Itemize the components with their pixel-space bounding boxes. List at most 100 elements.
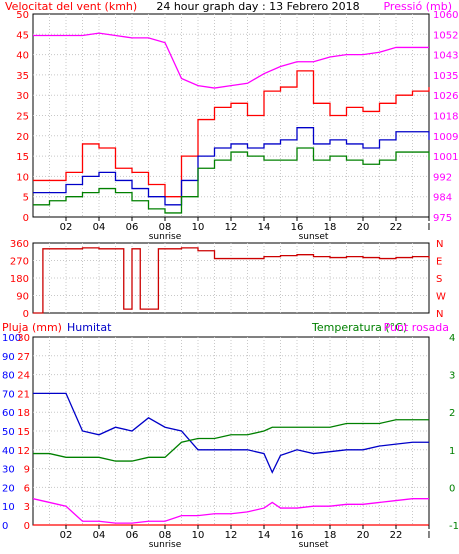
x-tick-label: I	[428, 222, 431, 233]
pressure-y-tick-label: 1026	[433, 91, 458, 102]
x-tick-label: 08	[159, 222, 172, 233]
pressure-y-tick-label: 992	[433, 172, 452, 183]
direction-y-tick-label: 90	[16, 292, 29, 303]
direction-y-tick-label: 180	[10, 274, 29, 285]
humidity-y-tick-label: 70	[2, 389, 15, 400]
direction-y-tick-label: 0	[23, 309, 29, 320]
wind_speed-series	[33, 70, 430, 198]
temperature-series	[33, 419, 429, 462]
cardinal-label: E	[436, 257, 442, 268]
x-tick-label: 14	[258, 530, 271, 541]
wind-y-tick-label: 20	[16, 132, 29, 143]
humidity-y-tick-label: 0	[2, 521, 8, 532]
wind-direction-series	[33, 247, 430, 314]
pressure-y-tick-label: 984	[433, 193, 452, 204]
x-tick-label: 12	[225, 222, 238, 233]
direction-y-tick-label: 270	[10, 257, 29, 268]
wind-y-tick-label: 30	[16, 91, 29, 102]
cardinal-label: W	[436, 292, 446, 303]
wind-axis-label: Velocitat del vent (kmh)	[5, 0, 137, 13]
sunset-label: sunset	[299, 232, 329, 242]
wind-y-tick-label: 40	[16, 51, 29, 62]
humidity-y-tick-label: 80	[2, 371, 15, 382]
rain-y-tick-label: 24	[17, 371, 30, 382]
wind-y-tick-label: 35	[16, 71, 29, 82]
humidity-y-tick-label: 60	[2, 408, 15, 419]
dewpoint-series	[32, 498, 429, 524]
x-tick-label: 18	[324, 530, 337, 541]
x-tick-label: 22	[390, 530, 403, 541]
pressure-y-tick-label: 975	[433, 213, 452, 224]
humidity-series	[33, 392, 429, 474]
temperature-y-tick-label: 1	[449, 446, 455, 457]
rain-y-tick-label: 3	[24, 502, 30, 513]
wind-y-tick-label: 25	[16, 112, 29, 123]
x-tick-label: 20	[357, 530, 370, 541]
rain-y-tick-label: 27	[17, 352, 30, 363]
humidity-y-tick-label: 100	[2, 333, 21, 344]
x-tick-label: 12	[225, 530, 238, 541]
wind_low-series	[33, 147, 430, 214]
wind_avg-series	[33, 127, 430, 206]
x-tick-label: 14	[258, 222, 271, 233]
x-tick-label: I	[428, 530, 431, 541]
wind-y-tick-label: 50	[16, 10, 29, 21]
direction-y-tick-label: 360	[10, 239, 29, 250]
sunrise-label: sunrise	[149, 540, 182, 550]
x-tick-label: 18	[324, 222, 337, 233]
humidity-y-tick-label: 50	[2, 427, 15, 438]
wind-y-tick-label: 5	[23, 193, 29, 204]
x-tick-label: 06	[126, 530, 139, 541]
temperature-y-tick-label: 2	[449, 408, 455, 419]
x-tick-label: 16	[291, 530, 304, 541]
dewpoint-axis-label: Punt rosada	[384, 321, 449, 334]
rain-y-tick-label: 30	[17, 333, 30, 344]
pressure-y-tick-label: 1035	[433, 71, 458, 82]
humidity-y-tick-label: 20	[2, 483, 15, 494]
temperature-y-tick-label: 4	[449, 333, 455, 344]
temperature-y-tick-label: 3	[449, 371, 455, 382]
x-tick-label: 10	[192, 530, 205, 541]
pressure-y-tick-label: 1052	[433, 30, 458, 41]
pressure-y-tick-label: 1009	[433, 132, 458, 143]
temperature-axis-label: Temperatura (°C)	[311, 321, 407, 334]
x-tick-label: 16	[291, 222, 304, 233]
x-tick-label: 06	[126, 222, 139, 233]
rain-axis-label: Pluja (mm)	[2, 321, 62, 334]
wind-y-tick-label: 45	[16, 30, 29, 41]
wind-pressure-panel: 0 5 10 15 20 25 30 35 40 45 50 975 984 992 1001 1009 10…	[5, 0, 458, 242]
wind-y-tick-label: 0	[23, 213, 29, 224]
x-tick-label: 20	[357, 222, 370, 233]
temperature-y-tick-label: -1	[449, 521, 459, 532]
humidity-axis-label: Humitat	[67, 321, 112, 334]
x-tick-label: 10	[192, 222, 205, 233]
x-tick-label: 22	[390, 222, 403, 233]
wind-y-tick-label: 15	[16, 152, 29, 163]
rain-y-tick-label: 15	[17, 427, 30, 438]
pressure-y-tick-label: 1018	[433, 112, 458, 123]
cardinal-label: N	[436, 239, 443, 250]
x-tick-label: 08	[159, 530, 172, 541]
cardinal-label: N	[436, 309, 443, 320]
x-tick-label: 04	[93, 222, 106, 233]
humidity-y-tick-label: 40	[2, 446, 15, 457]
pressure-y-tick-label: 1043	[433, 51, 458, 62]
rain-y-tick-label: 21	[17, 389, 30, 400]
temperature-y-tick-label: 0	[449, 483, 455, 494]
x-tick-label: 02	[60, 530, 73, 541]
cardinal-label: S	[436, 274, 442, 285]
sunrise-label: sunrise	[149, 232, 182, 242]
page-title: 24 hour graph day : 13 Febrero 2018	[156, 0, 359, 13]
pressure-y-tick-label: 1001	[433, 152, 458, 163]
humidity-y-tick-label: 10	[2, 502, 15, 513]
humidity-y-tick-label: 30	[2, 465, 15, 476]
wind-y-tick-label: 10	[16, 172, 29, 183]
sunset-label: sunset	[299, 540, 329, 550]
humidity-temperature-panel: 0102030405060708090100036912151821242730…	[2, 321, 459, 550]
rain-y-tick-label: 0	[24, 521, 30, 532]
humidity-y-tick-label: 90	[2, 352, 15, 363]
pressure-axis-label: Pressió (mb)	[383, 0, 452, 13]
rain-y-tick-label: 12	[17, 446, 30, 457]
